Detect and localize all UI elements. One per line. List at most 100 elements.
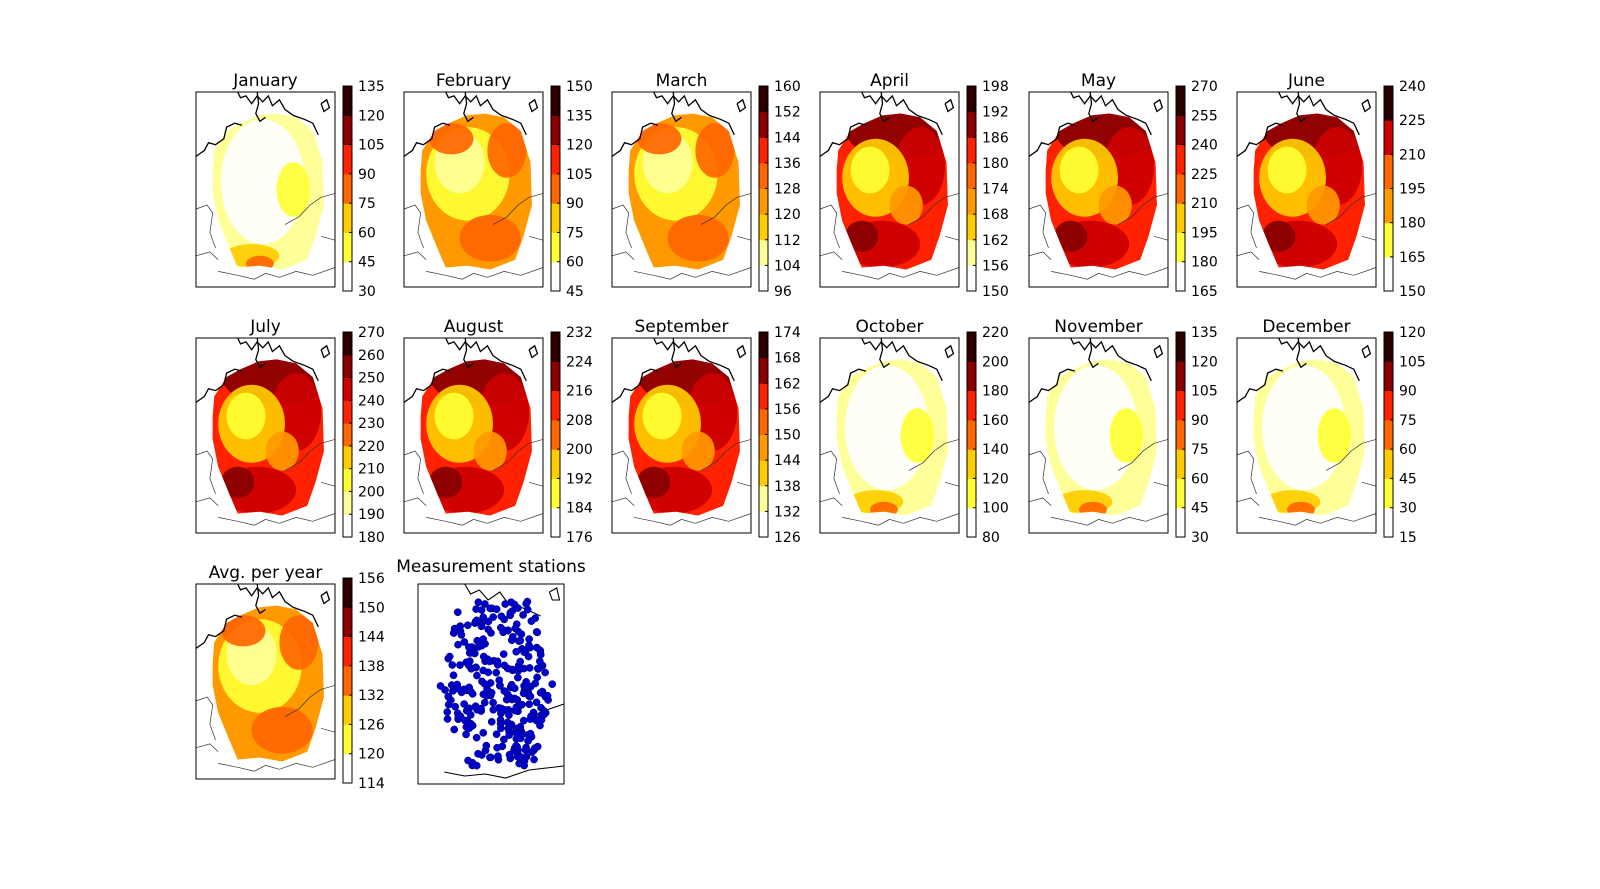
station-marker [443, 708, 452, 716]
station-marker [507, 636, 516, 644]
colorbar-tick-label: 15 [1399, 530, 1417, 546]
station-marker [540, 710, 548, 719]
station-marker [500, 661, 509, 670]
map-frame [195, 337, 336, 534]
coastline [320, 344, 331, 359]
colorbar-tick-label: 176 [566, 530, 593, 546]
colorbar-tick-label: 162 [982, 233, 1009, 249]
border-line [737, 235, 752, 241]
station-marker [496, 720, 505, 728]
station-marker [506, 722, 514, 730]
colorbar-tick-label: 210 [358, 462, 385, 478]
station-marker [519, 611, 527, 619]
colorbar-tick-label: 225 [1399, 113, 1426, 129]
colorbar-segment [343, 203, 352, 233]
coastline [653, 91, 735, 136]
colorbar-segment [759, 383, 768, 410]
colorbar-segment [759, 485, 768, 512]
colorbar-tick-label: 105 [566, 167, 593, 183]
station-marker [522, 743, 530, 752]
coastline [944, 344, 955, 359]
border-line [195, 204, 216, 249]
colorbar-tick-label: 90 [358, 167, 376, 183]
colorbar-tick-label: 75 [1399, 413, 1417, 429]
colorbar-tick-label: 120 [358, 747, 385, 763]
colorbar-tick-label: 112 [774, 233, 801, 249]
colorbar-segment [343, 445, 352, 470]
colorbar-tick-label: 144 [774, 130, 801, 146]
border-line [284, 685, 336, 717]
station-marker [460, 685, 468, 694]
station-marker [481, 746, 490, 755]
colorbar-tick-label: 80 [982, 530, 1000, 546]
colorbar-segment [1384, 419, 1393, 450]
colorbar-frame [1175, 85, 1186, 292]
colorbar-tick-label: 90 [566, 196, 584, 212]
panel-title: November [1054, 317, 1142, 337]
colorbar-tick-label: 198 [982, 79, 1009, 95]
colorbar-tick-label: 100 [982, 501, 1009, 517]
coastline [237, 583, 319, 628]
border-line [529, 481, 544, 487]
colorbar-segment [343, 468, 352, 492]
station-marker [499, 650, 508, 658]
station-marker [492, 605, 501, 614]
station-marker [481, 600, 489, 608]
coastline [1296, 337, 1307, 369]
colorbar: 150 165 180 195 210 225 240 [1383, 79, 1426, 300]
colorbar-segment [1176, 332, 1185, 362]
colorbar-frame [1175, 331, 1186, 538]
colorbar-tick-label: 30 [358, 284, 376, 300]
border-line [908, 439, 960, 471]
colorbar-segment [551, 86, 560, 116]
colorbar-segment [343, 354, 352, 379]
border-line [737, 481, 752, 487]
coastline [879, 337, 890, 369]
coastline [237, 337, 319, 382]
border-line [403, 204, 424, 249]
station-marker [531, 679, 540, 688]
border-line [529, 235, 544, 241]
colorbar: 176 184 192 200 208 216 224 232 [550, 325, 593, 546]
station-marker [519, 716, 528, 725]
station-marker [513, 730, 522, 739]
coastline [1153, 344, 1164, 359]
colorbar-segment [967, 419, 976, 450]
border-line [403, 497, 427, 506]
colorbar-segment [343, 232, 352, 263]
colorbar-segment [551, 203, 560, 233]
station-marker [522, 752, 531, 761]
colorbar-tick-label: 250 [358, 371, 385, 387]
colorbar-segment [551, 115, 560, 146]
border-line [1236, 450, 1257, 495]
map-panel: September 126 132 138 144 150 156 162 168 174 [611, 317, 801, 546]
colorbar-segment [343, 578, 352, 608]
colorbar-tick-label: 45 [566, 284, 584, 300]
colorbar-frame [342, 331, 353, 538]
coastline [1088, 337, 1099, 369]
colorbar-segment [967, 478, 976, 509]
panel-title: January [232, 71, 297, 91]
colorbar-segment [551, 232, 560, 263]
colorbar-tick-label: 200 [358, 484, 385, 500]
station-marker [445, 652, 454, 661]
station-marker [492, 668, 501, 677]
colorbar-segment [1176, 173, 1185, 204]
coastline [195, 614, 243, 649]
colorbar-tick-label: 240 [1399, 79, 1426, 95]
station-marker [456, 661, 464, 669]
border-line [611, 251, 635, 260]
map-panel: Avg. per year 114 120 126 132 138 144 150 156 [195, 563, 385, 792]
station-marker [486, 753, 494, 762]
colorbar-segment [1384, 507, 1393, 538]
station-marker [543, 691, 552, 700]
station-marker [487, 717, 496, 726]
coastline [1088, 91, 1099, 123]
colorbar-frame [342, 577, 353, 784]
coastline [445, 91, 527, 136]
border-line [403, 450, 424, 495]
colorbar-tick-label: 135 [1191, 325, 1218, 341]
station-marker [493, 743, 501, 752]
colorbar-tick-label: 105 [358, 138, 385, 154]
